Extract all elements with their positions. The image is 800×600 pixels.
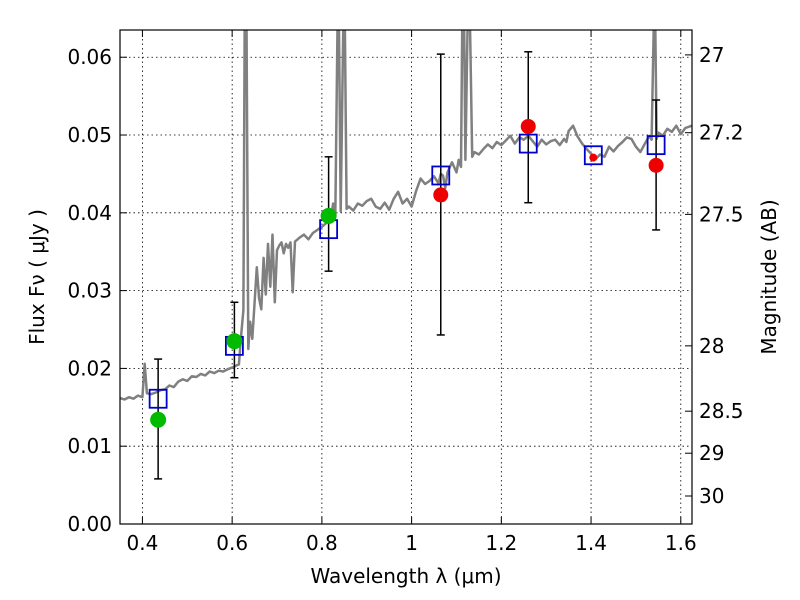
x-tick-label: 1.4 — [575, 531, 607, 555]
x-tick-label: 1.6 — [665, 531, 697, 555]
spectrum-line — [120, 30, 692, 401]
y-tick-label: 0.02 — [67, 356, 112, 380]
grid — [120, 30, 692, 525]
right-tick-label: 27 — [699, 43, 724, 67]
right-tick-label: 29 — [699, 441, 724, 465]
model-box — [431, 165, 451, 186]
y-axis-title: Flux Fν ( μJy ) — [25, 209, 49, 345]
model-box — [583, 145, 603, 166]
plot-area — [120, 30, 692, 480]
y-tick-label: 0.06 — [67, 45, 112, 69]
green-point — [320, 207, 337, 224]
y-tick-label: 0.01 — [67, 434, 112, 458]
right-tick-label: 27.2 — [699, 121, 744, 145]
right-tick-label: 28 — [699, 334, 724, 358]
green-point — [226, 333, 243, 350]
x-tick-label: 1 — [405, 531, 418, 555]
model-box — [646, 135, 666, 156]
right-tick-label: 28.5 — [699, 399, 744, 423]
x-tick-label: 1.2 — [485, 531, 517, 555]
right-axis-title: Magnitude (AB) — [757, 199, 781, 354]
y-tick-label: 0.05 — [67, 123, 112, 147]
model-box — [148, 388, 168, 409]
red-point — [648, 157, 664, 173]
y-tick-label: 0.00 — [67, 512, 112, 536]
axes: 0.4 0.6 0.8 1 1.2 1.4 1.6 0.00 0.01 0.02 0.03 0.04 0… — [67, 29, 744, 555]
x-tick-label: 0.8 — [306, 531, 338, 555]
x-tick-label: 0.4 — [127, 531, 159, 555]
right-tick-label: 27.5 — [699, 202, 744, 226]
x-axis-title: Wavelength λ (μm) — [310, 564, 501, 588]
right-tick-label: 30 — [699, 484, 724, 508]
axis-labels: Wavelength λ (μm) Flux Fν ( μJy ) Magnit… — [25, 199, 781, 588]
y-tick-label: 0.03 — [67, 279, 112, 303]
red-point — [433, 187, 449, 203]
red-point — [520, 118, 536, 134]
red-point — [589, 153, 598, 162]
y-tick-label: 0.04 — [67, 201, 112, 225]
x-tick-label: 0.6 — [216, 531, 248, 555]
model-box — [518, 133, 538, 154]
axes-frame — [119, 29, 693, 525]
green-point — [150, 411, 167, 428]
